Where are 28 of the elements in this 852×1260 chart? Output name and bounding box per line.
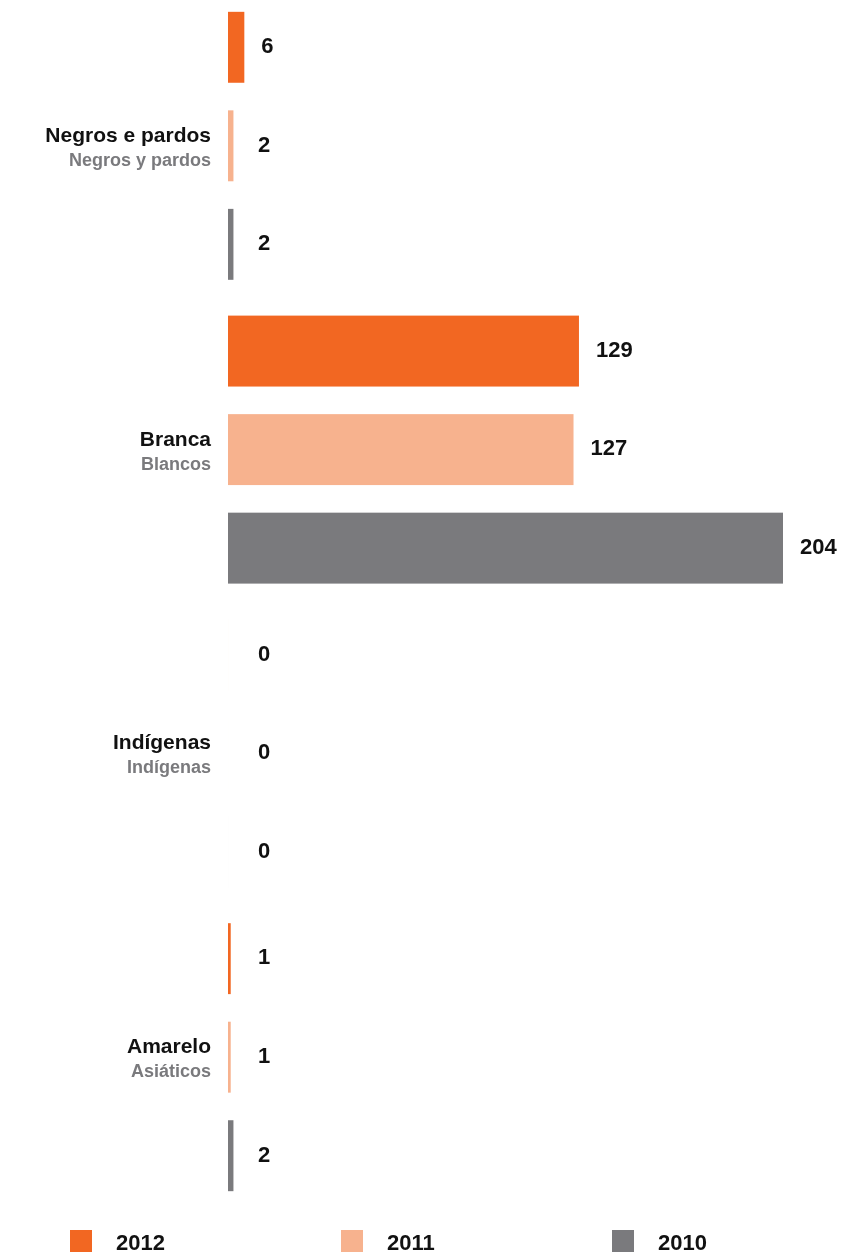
bar bbox=[228, 1120, 234, 1192]
legend-label: 2010 bbox=[658, 1230, 707, 1255]
bar bbox=[228, 512, 783, 584]
data-label: 6 bbox=[261, 33, 274, 59]
data-label: 0 bbox=[258, 739, 271, 765]
bar bbox=[228, 414, 574, 486]
bar bbox=[228, 110, 234, 182]
y-tick-label: Amarelo Asiáticos bbox=[126, 1034, 211, 1082]
bar bbox=[228, 208, 234, 280]
data-label: 2 bbox=[258, 1141, 271, 1167]
data-label: 1 bbox=[258, 1042, 271, 1068]
data-label: 204 bbox=[800, 533, 838, 559]
data-label: 1 bbox=[258, 944, 271, 970]
bar bbox=[228, 315, 579, 387]
legend-label: 2012 bbox=[116, 1230, 165, 1255]
data-label: 0 bbox=[258, 837, 271, 863]
data-label: 127 bbox=[590, 435, 628, 461]
y-tick-label: Branca Blancos bbox=[139, 426, 212, 474]
y-tick-label: Negros e pardos Negros y pardos bbox=[45, 122, 211, 170]
data-label: 2 bbox=[258, 131, 271, 157]
bar bbox=[228, 1021, 231, 1093]
y-tick-label: Indígenas Indígenas bbox=[112, 730, 211, 778]
data-label: 0 bbox=[258, 640, 271, 666]
data-label: 2 bbox=[258, 230, 271, 256]
bar bbox=[228, 11, 245, 83]
legend-label: 2011 bbox=[387, 1230, 435, 1255]
bar bbox=[228, 923, 231, 995]
data-label: 129 bbox=[595, 336, 633, 362]
